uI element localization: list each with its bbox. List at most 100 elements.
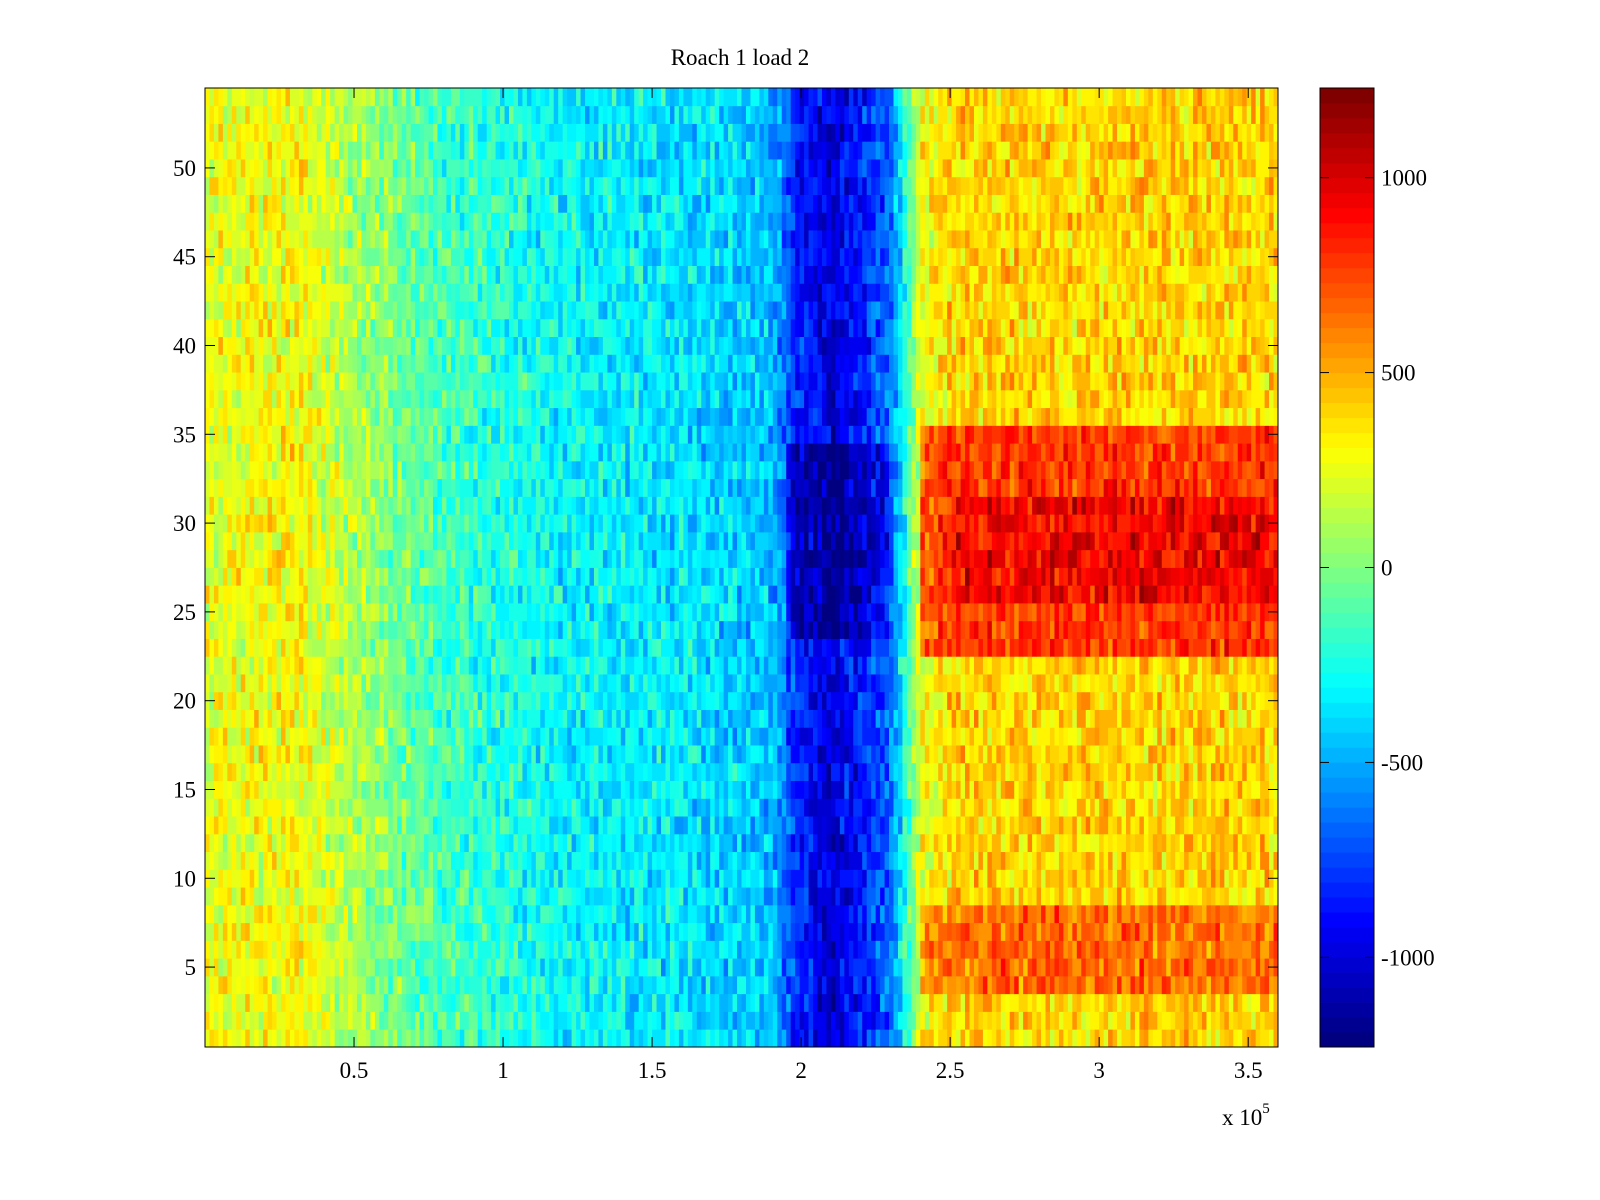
heatmap-cell xyxy=(517,816,523,835)
heatmap-cell xyxy=(728,780,733,799)
heatmap-cell xyxy=(544,851,550,870)
heatmap-cell xyxy=(719,745,725,764)
heatmap-cell xyxy=(1188,958,1194,977)
heatmap-cell xyxy=(692,904,698,924)
heatmap-cell xyxy=(455,709,461,728)
heatmap-cell xyxy=(1018,709,1024,728)
heatmap-cell xyxy=(562,727,568,746)
heatmap-cell xyxy=(254,691,260,710)
heatmap-cell xyxy=(692,922,698,941)
heatmap-cell xyxy=(580,762,586,782)
heatmap-cell xyxy=(348,940,353,959)
heatmap-cell xyxy=(540,940,546,959)
heatmap-cell xyxy=(897,887,903,906)
heatmap-cell xyxy=(938,833,944,853)
heatmap-cell xyxy=(665,869,671,888)
heatmap-cell xyxy=(424,762,429,782)
heatmap-cell xyxy=(1090,762,1096,782)
heatmap-cell xyxy=(415,727,420,746)
heatmap-cell xyxy=(1036,851,1042,870)
heatmap-cell xyxy=(236,727,242,746)
heatmap-cell xyxy=(1188,691,1194,710)
heatmap-cell xyxy=(821,922,827,941)
heatmap-cell xyxy=(567,958,573,977)
heatmap-cell xyxy=(433,887,438,906)
heatmap-cell xyxy=(902,816,908,835)
heatmap-cell xyxy=(1269,940,1274,959)
heatmap-cell xyxy=(535,1029,541,1048)
heatmap-cell xyxy=(401,691,407,710)
heatmap-cell xyxy=(231,691,237,710)
heatmap-cell xyxy=(920,1029,926,1048)
heatmap-cell xyxy=(589,1029,595,1048)
heatmap-cell xyxy=(638,691,644,710)
heatmap-cell xyxy=(303,780,309,799)
heatmap-cell xyxy=(441,904,447,924)
heatmap-cell xyxy=(772,727,778,746)
heatmap-cell xyxy=(535,798,541,817)
heatmap-cell xyxy=(1000,869,1006,888)
heatmap-cell xyxy=(1063,1029,1069,1048)
heatmap-cell xyxy=(701,816,707,835)
heatmap-cell xyxy=(267,816,273,835)
heatmap-cell xyxy=(933,762,939,782)
heatmap-cell xyxy=(826,780,832,799)
heatmap-cell xyxy=(1237,709,1243,728)
heatmap-cell xyxy=(933,993,939,1012)
heatmap-cell xyxy=(383,780,389,799)
heatmap-cell xyxy=(656,904,662,924)
heatmap-cell xyxy=(424,993,429,1012)
heatmap-cell xyxy=(294,727,300,746)
heatmap-cell xyxy=(227,993,233,1012)
heatmap-cell xyxy=(374,1029,380,1048)
heatmap-cell xyxy=(433,833,438,853)
heatmap-cell xyxy=(1139,851,1145,870)
heatmap-cell xyxy=(906,833,912,853)
heatmap-cell xyxy=(598,674,604,693)
heatmap-cell xyxy=(473,727,479,746)
heatmap-cell xyxy=(535,691,541,710)
heatmap-cell xyxy=(643,1011,649,1030)
heatmap-cell xyxy=(1125,1011,1131,1030)
heatmap-cell xyxy=(549,727,555,746)
heatmap-cell xyxy=(692,745,698,764)
heatmap-cell xyxy=(526,993,532,1012)
heatmap-cell xyxy=(459,993,465,1012)
heatmap-cell xyxy=(1193,816,1198,835)
heatmap-cell xyxy=(1166,904,1172,924)
heatmap-cell xyxy=(669,940,675,959)
heatmap-cell xyxy=(446,887,452,906)
heatmap-cell xyxy=(669,958,675,977)
heatmap-cell xyxy=(598,922,604,941)
heatmap-cell xyxy=(397,798,403,817)
heatmap-cell xyxy=(258,940,264,959)
heatmap-cell xyxy=(853,691,859,710)
heatmap-cell xyxy=(1049,922,1055,941)
heatmap-cell xyxy=(240,691,246,710)
heatmap-cell xyxy=(1081,869,1087,888)
heatmap-cell xyxy=(942,975,948,995)
heatmap-cell xyxy=(1233,922,1239,941)
heatmap-cell xyxy=(334,958,340,977)
heatmap-cell xyxy=(754,1011,760,1030)
heatmap-cell xyxy=(593,904,599,924)
heatmap-cell xyxy=(365,887,371,906)
heatmap-cell xyxy=(683,709,689,728)
heatmap-cell xyxy=(754,780,760,799)
heatmap-cell xyxy=(871,922,877,941)
heatmap-cell xyxy=(799,745,805,764)
heatmap-cell xyxy=(236,780,242,799)
heatmap-cell xyxy=(1076,709,1082,728)
heatmap-cell xyxy=(218,762,224,782)
heatmap-cell xyxy=(1094,958,1100,977)
heatmap-cell xyxy=(1233,816,1239,835)
heatmap-cell xyxy=(549,1029,555,1048)
heatmap-cell xyxy=(437,816,443,835)
heatmap-cell xyxy=(464,1011,470,1030)
heatmap-cell xyxy=(433,869,438,888)
heatmap-cell xyxy=(701,1029,707,1048)
heatmap-cell xyxy=(844,904,850,924)
heatmap-cell xyxy=(629,816,635,835)
heatmap-cell xyxy=(419,674,425,693)
heatmap-cell xyxy=(1273,745,1279,764)
